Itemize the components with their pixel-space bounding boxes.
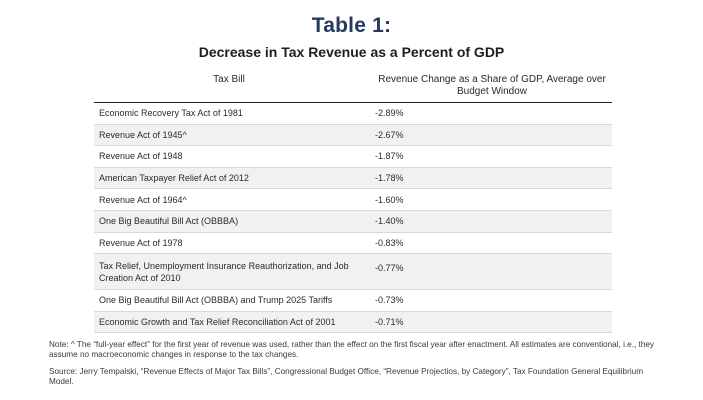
tax-bill-cell: Revenue Act of 1948 bbox=[99, 151, 183, 162]
tax-bill-cell: Economic Recovery Tax Act of 1981 bbox=[99, 108, 243, 119]
tax-bill-cell: Revenue Act of 1964^ bbox=[99, 194, 187, 205]
table-row: One Big Beautiful Bill Act (OBBBA) and T… bbox=[94, 290, 612, 312]
revenue-change-cell: -2.89% bbox=[375, 108, 404, 119]
revenue-change-cell: -1.40% bbox=[375, 216, 404, 227]
table-row: One Big Beautiful Bill Act (OBBBA) -1.40… bbox=[94, 210, 612, 233]
revenue-change-cell: -1.78% bbox=[375, 173, 404, 184]
column-header-tax-bill: Tax Bill bbox=[213, 74, 245, 85]
tax-bill-cell: One Big Beautiful Bill Act (OBBBA) and T… bbox=[99, 295, 333, 306]
table-row: Tax Relief, Unemployment Insurance Reaut… bbox=[94, 254, 612, 291]
table-row: American Taxpayer Relief Act of 2012 -1.… bbox=[94, 167, 612, 190]
revenue-change-cell: -0.77% bbox=[375, 263, 404, 274]
table-row: Economic Growth and Tax Relief Reconcili… bbox=[94, 311, 612, 334]
table-footnote: Note: ^ The “full-year effect” for the f… bbox=[49, 340, 655, 359]
revenue-change-cell: -0.71% bbox=[375, 317, 404, 328]
tax-bill-cell: American Taxpayer Relief Act of 2012 bbox=[99, 173, 249, 184]
table-row: Revenue Act of 1948 -1.87% bbox=[94, 146, 612, 168]
table-source: Source: Jerry Tempalski, “Revenue Effect… bbox=[49, 367, 644, 386]
revenue-change-cell: -0.73% bbox=[375, 295, 404, 306]
revenue-change-cell: -0.83% bbox=[375, 237, 404, 248]
table-row: Economic Recovery Tax Act of 1981 -2.89% bbox=[94, 103, 612, 125]
table-body: Economic Recovery Tax Act of 1981 -2.89%… bbox=[94, 103, 612, 334]
revenue-change-cell: -1.87% bbox=[375, 151, 404, 162]
revenue-change-cell: -1.60% bbox=[375, 194, 404, 205]
tax-bill-cell: Economic Growth and Tax Relief Reconcili… bbox=[99, 317, 336, 328]
table-row: Revenue Act of 1964^ -1.60% bbox=[94, 189, 612, 211]
column-header-revenue-change: Revenue Change as a Share of GDP, Averag… bbox=[378, 74, 606, 97]
tax-bill-cell: Tax Relief, Unemployment Insurance Reaut… bbox=[99, 260, 349, 283]
table-row: Revenue Act of 1945^ -2.67% bbox=[94, 124, 612, 147]
revenue-change-cell: -2.67% bbox=[375, 129, 404, 140]
table-subtitle: Decrease in Tax Revenue as a Percent of … bbox=[198, 44, 505, 60]
tax-bill-cell: Revenue Act of 1945^ bbox=[99, 129, 187, 140]
header-divider bbox=[94, 102, 612, 103]
tax-bill-cell: One Big Beautiful Bill Act (OBBBA) bbox=[99, 216, 239, 227]
tax-bill-cell: Revenue Act of 1978 bbox=[99, 237, 183, 248]
table-row: Revenue Act of 1978 -0.83% bbox=[94, 233, 612, 255]
table-title: Table 1: bbox=[311, 14, 392, 37]
